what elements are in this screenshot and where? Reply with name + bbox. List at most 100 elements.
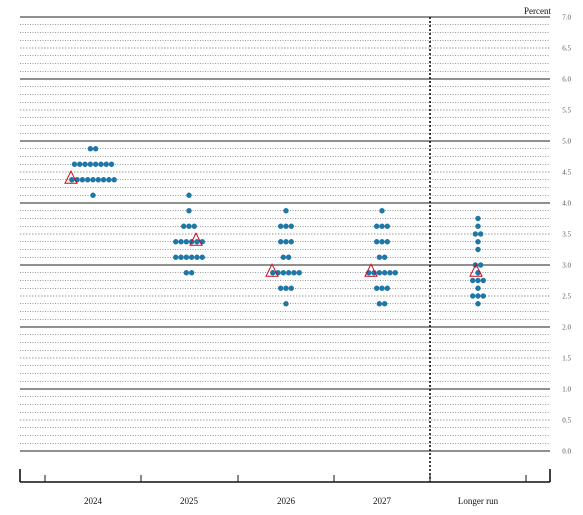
median-marker [64,170,78,184]
participant-dot [285,254,292,260]
participant-dot [379,285,385,291]
y-tick-label: 3.0 [562,262,571,270]
participant-dot [186,208,192,214]
participant-dot [90,192,96,198]
participant-dot [183,254,190,260]
participant-dot [392,270,398,276]
participant-dot [381,301,388,307]
participant-dot [374,285,380,291]
participant-dot [191,223,197,229]
participant-dot [477,262,484,268]
participant-dot [69,177,75,183]
participant-dot [291,270,297,276]
participant-dot [285,270,292,276]
x-tick-label: Longer run [458,496,499,506]
participant-dot [183,239,190,245]
participant-dot [183,270,190,276]
y-tick-label: 4.5 [562,169,571,177]
participant-dot [381,270,388,276]
participant-dot [477,231,484,237]
y-tick-label: 6.5 [562,45,571,53]
y-tick-label: 3.5 [562,231,571,239]
participant-dot [283,223,289,229]
x-tick-label: 2026 [277,496,296,506]
y-tick-label: 1.5 [562,355,571,363]
participant-dot [288,285,294,291]
participant-dot [475,215,481,222]
participant-dot [103,161,109,167]
x-tick-label: 2025 [180,496,199,506]
participant-dot [379,208,385,214]
y-tick-label: 5.5 [562,107,571,115]
participant-dot [106,177,112,183]
participant-dot [87,146,94,152]
median-marker [364,263,378,277]
participant-dot [108,161,115,167]
participant-dot [111,177,117,183]
participant-dot [475,223,481,229]
participant-dot [280,254,287,260]
participant-dot [186,223,192,229]
participant-dot [387,270,393,276]
participant-dots [69,146,486,307]
participant-dot [283,285,289,291]
participant-dot [186,192,192,198]
median-marker [469,263,483,277]
participant-dot [100,177,107,183]
participant-dot [376,270,383,276]
participant-dot [90,177,96,183]
grid-lines [20,16,550,452]
participant-dot [480,293,486,299]
participant-dot [178,254,184,260]
x-axis [19,469,551,483]
median-marker [265,263,279,277]
participant-dot [278,285,284,291]
participant-dot [173,254,179,260]
participant-dot [475,301,481,307]
participant-dot [376,301,383,307]
y-tick-label: 1.0 [562,386,571,394]
participant-dot [475,239,481,245]
participant-dot [92,146,99,152]
participant-dot [278,239,284,245]
participant-dot [283,301,289,307]
participant-dot [374,223,380,229]
participant-dot [278,223,284,229]
participant-dot [188,270,195,276]
participant-dot [92,161,99,167]
y-tick-label: 2.0 [562,324,571,332]
x-tick-labels: 2024 2025 2026 2027 Longer run [84,496,499,506]
participant-dot [188,254,195,260]
participant-dot [379,223,385,229]
participant-dot [384,285,390,291]
participant-dot [475,246,481,253]
participant-dot [173,239,179,245]
participant-dot [194,254,200,260]
participant-dot [199,254,205,260]
participant-dot [270,270,276,276]
participant-dot [77,161,83,167]
participant-dot [283,208,289,214]
participant-dot [194,239,200,245]
participant-dot [280,270,287,276]
participant-dot [470,277,476,284]
median-marker [189,232,203,246]
participant-dot [283,239,289,245]
participant-dot [181,223,187,229]
participant-dot [384,239,390,245]
participant-dot [379,239,385,245]
participant-dot [470,293,476,299]
participant-dot [475,285,481,291]
y-tick-label: 6.0 [562,76,571,84]
participant-dot [95,177,102,183]
participant-dot [98,161,104,167]
participant-dot [288,223,294,229]
y-tick-label: 7.0 [562,14,571,22]
participant-dot [384,223,390,229]
participant-dot [87,161,94,167]
participant-dot [288,239,294,245]
participant-dot [475,293,481,299]
participant-dot [381,254,388,260]
y-axis-unit-label: Percent [524,6,551,16]
participant-dot [475,277,481,284]
